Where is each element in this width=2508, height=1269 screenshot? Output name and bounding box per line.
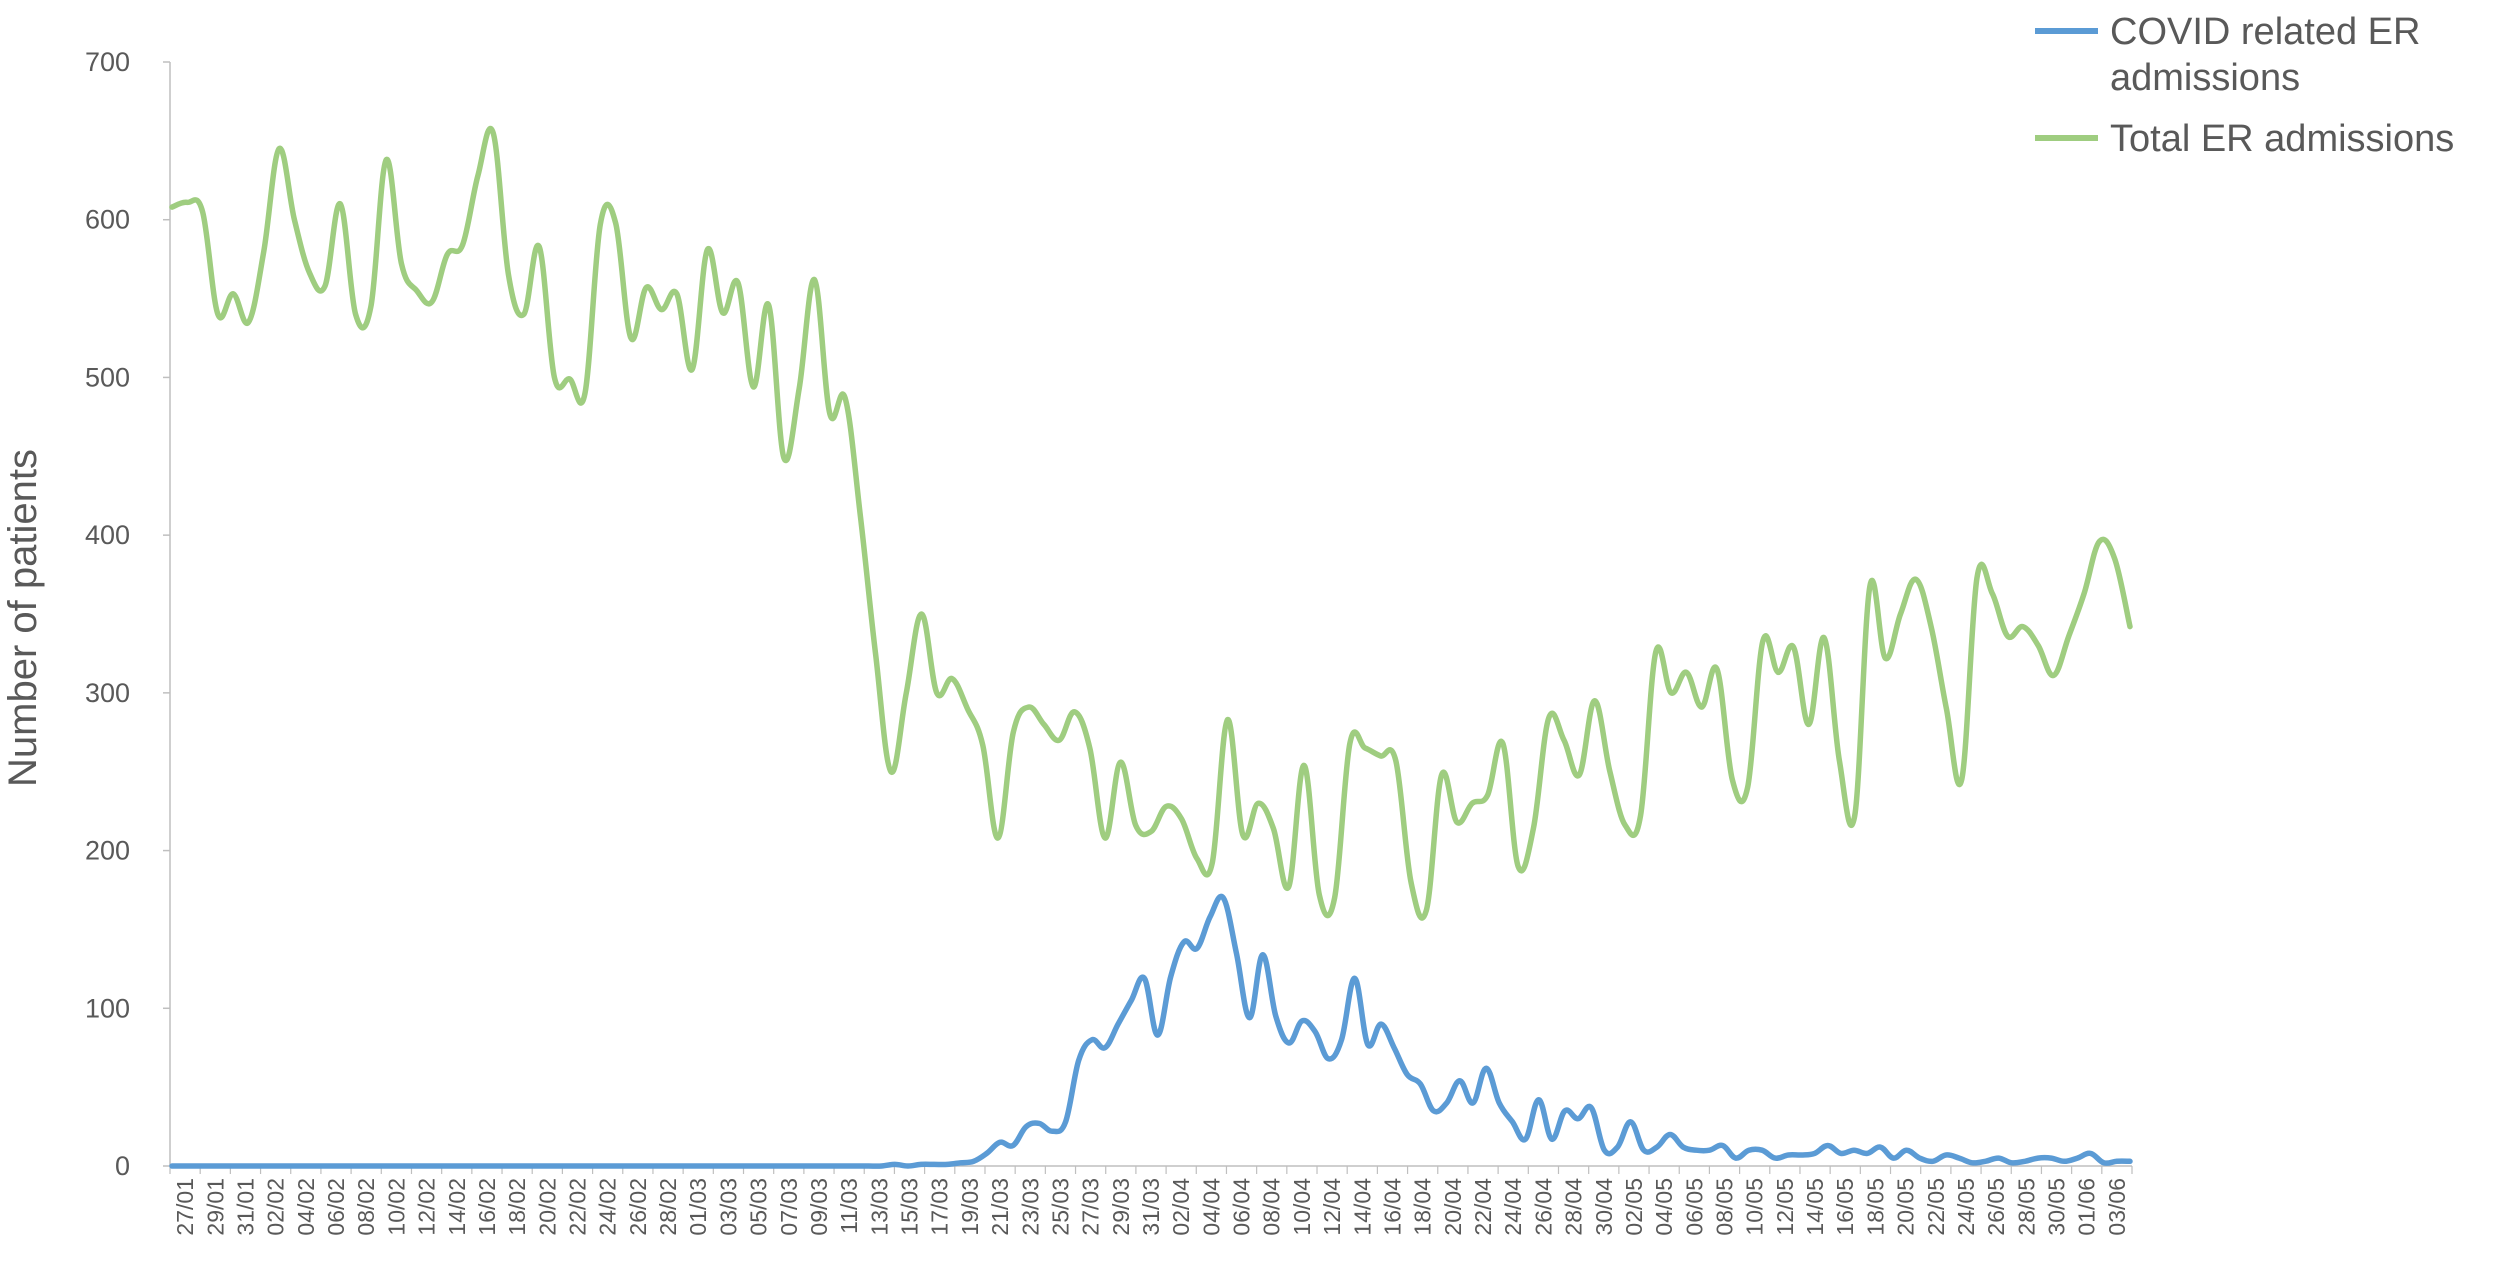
x-tick-label: 14/04 xyxy=(1349,1178,1375,1236)
y-axis: 0 100 200 300 400 500 600 700 xyxy=(85,47,171,1181)
x-tick-label: 13/03 xyxy=(866,1178,892,1236)
y-tick-label: 200 xyxy=(85,836,130,866)
x-tick-label: 28/04 xyxy=(1561,1178,1587,1236)
x-tick-label: 14/02 xyxy=(444,1178,470,1236)
x-tick-label: 16/02 xyxy=(474,1178,500,1236)
x-tick-label: 29/01 xyxy=(202,1178,228,1236)
y-tick-label: 600 xyxy=(85,205,130,235)
x-tick-label: 19/03 xyxy=(957,1178,983,1236)
series-layer xyxy=(169,126,2133,1169)
x-tick-label: 31/01 xyxy=(232,1178,258,1236)
x-axis: 27/01 29/01 31/01 02/02 04/02 06/02 08/02 10/02… xyxy=(169,1165,2133,1236)
x-tick-label: 03/06 xyxy=(2104,1178,2130,1236)
legend-label-total: Total ER admissions xyxy=(2110,118,2454,160)
x-tick-label: 18/04 xyxy=(1410,1178,1436,1236)
x-tick-label: 02/05 xyxy=(1621,1178,1647,1236)
x-tick-label: 08/04 xyxy=(1259,1178,1285,1236)
y-tick-label: 0 xyxy=(115,1151,130,1181)
x-tick-label: 27/01 xyxy=(172,1178,198,1236)
series-line-0 xyxy=(169,893,2133,1169)
x-tick-label: 28/02 xyxy=(655,1178,681,1236)
x-tick-label: 01/06 xyxy=(2074,1178,2100,1236)
x-tick-label: 20/02 xyxy=(534,1178,560,1236)
x-tick-label: 22/02 xyxy=(564,1178,590,1236)
x-tick-label: 06/05 xyxy=(1681,1178,1707,1236)
x-tick-label: 21/03 xyxy=(987,1178,1013,1236)
x-tick-label: 08/02 xyxy=(353,1178,379,1236)
x-tick-label: 26/04 xyxy=(1530,1178,1556,1236)
x-tick-label: 25/03 xyxy=(1047,1178,1073,1236)
x-tick-label: 23/03 xyxy=(1017,1178,1043,1236)
y-tick-label: 500 xyxy=(85,362,130,392)
x-tick-label: 01/03 xyxy=(685,1178,711,1236)
x-tick-label: 15/03 xyxy=(897,1178,923,1236)
x-tick-label: 22/04 xyxy=(1470,1178,1496,1236)
x-tick-label: 26/02 xyxy=(625,1178,651,1236)
x-tick-label: 06/02 xyxy=(323,1178,349,1236)
x-tick-label: 12/04 xyxy=(1319,1178,1345,1236)
x-tick-label: 10/04 xyxy=(1289,1178,1315,1236)
x-tick-label: 24/02 xyxy=(595,1178,621,1236)
y-tick-label: 400 xyxy=(85,520,130,550)
x-tick-label: 02/04 xyxy=(1168,1178,1194,1236)
x-tick-label: 17/03 xyxy=(927,1178,953,1236)
x-tick-label: 29/03 xyxy=(1108,1178,1134,1236)
x-tick-label: 22/05 xyxy=(1923,1178,1949,1236)
x-tick-label: 11/03 xyxy=(836,1178,862,1234)
x-tick-label: 31/03 xyxy=(1138,1178,1164,1236)
legend-label-covid: COVID related ER admissions xyxy=(2110,11,2420,99)
y-axis-title: Number of patients xyxy=(1,449,45,787)
y-axis-title-group: Number of patients xyxy=(1,449,45,787)
series-line-1 xyxy=(169,126,2133,921)
x-tick-label: 06/04 xyxy=(1229,1178,1255,1236)
y-tick-label: 700 xyxy=(85,47,130,77)
x-tick-label: 08/05 xyxy=(1712,1178,1738,1236)
x-tick-label: 05/03 xyxy=(746,1178,772,1236)
x-tick-label: 27/03 xyxy=(1078,1178,1104,1236)
x-tick-label: 30/05 xyxy=(2044,1178,2070,1236)
x-tick-label: 18/05 xyxy=(1862,1178,1888,1236)
y-tick-label: 300 xyxy=(85,678,130,708)
y-tick-label: 100 xyxy=(85,993,130,1023)
x-tick-label: 07/03 xyxy=(776,1178,802,1236)
x-tick-label: 12/02 xyxy=(414,1178,440,1236)
x-tick-label: 09/03 xyxy=(806,1178,832,1236)
x-tick-label: 04/05 xyxy=(1651,1178,1677,1236)
x-tick-label: 14/05 xyxy=(1802,1178,1828,1236)
x-tick-label: 20/04 xyxy=(1440,1178,1466,1236)
x-tick-label: 16/05 xyxy=(1832,1178,1858,1236)
x-tick-label: 10/02 xyxy=(383,1178,409,1236)
x-tick-label: 20/05 xyxy=(1893,1178,1919,1236)
x-tick-label: 24/05 xyxy=(1953,1178,1979,1236)
x-tick-label: 12/05 xyxy=(1772,1178,1798,1236)
x-tick-label: 24/04 xyxy=(1500,1178,1526,1236)
x-tick-label: 30/04 xyxy=(1591,1178,1617,1236)
x-tick-label: 04/04 xyxy=(1198,1178,1224,1236)
x-tick-label: 03/03 xyxy=(715,1178,741,1236)
x-tick-label: 16/04 xyxy=(1379,1178,1405,1236)
legend: COVID related ER admissions Total ER admis… xyxy=(2035,11,2454,160)
x-tick-label: 26/05 xyxy=(1983,1178,2009,1236)
x-tick-label: 18/02 xyxy=(504,1178,530,1236)
x-tick-label: 02/02 xyxy=(263,1178,289,1236)
x-tick-label: 10/05 xyxy=(1742,1178,1768,1236)
x-tick-label: 28/05 xyxy=(2013,1178,2039,1236)
x-tick-label: 04/02 xyxy=(293,1178,319,1236)
